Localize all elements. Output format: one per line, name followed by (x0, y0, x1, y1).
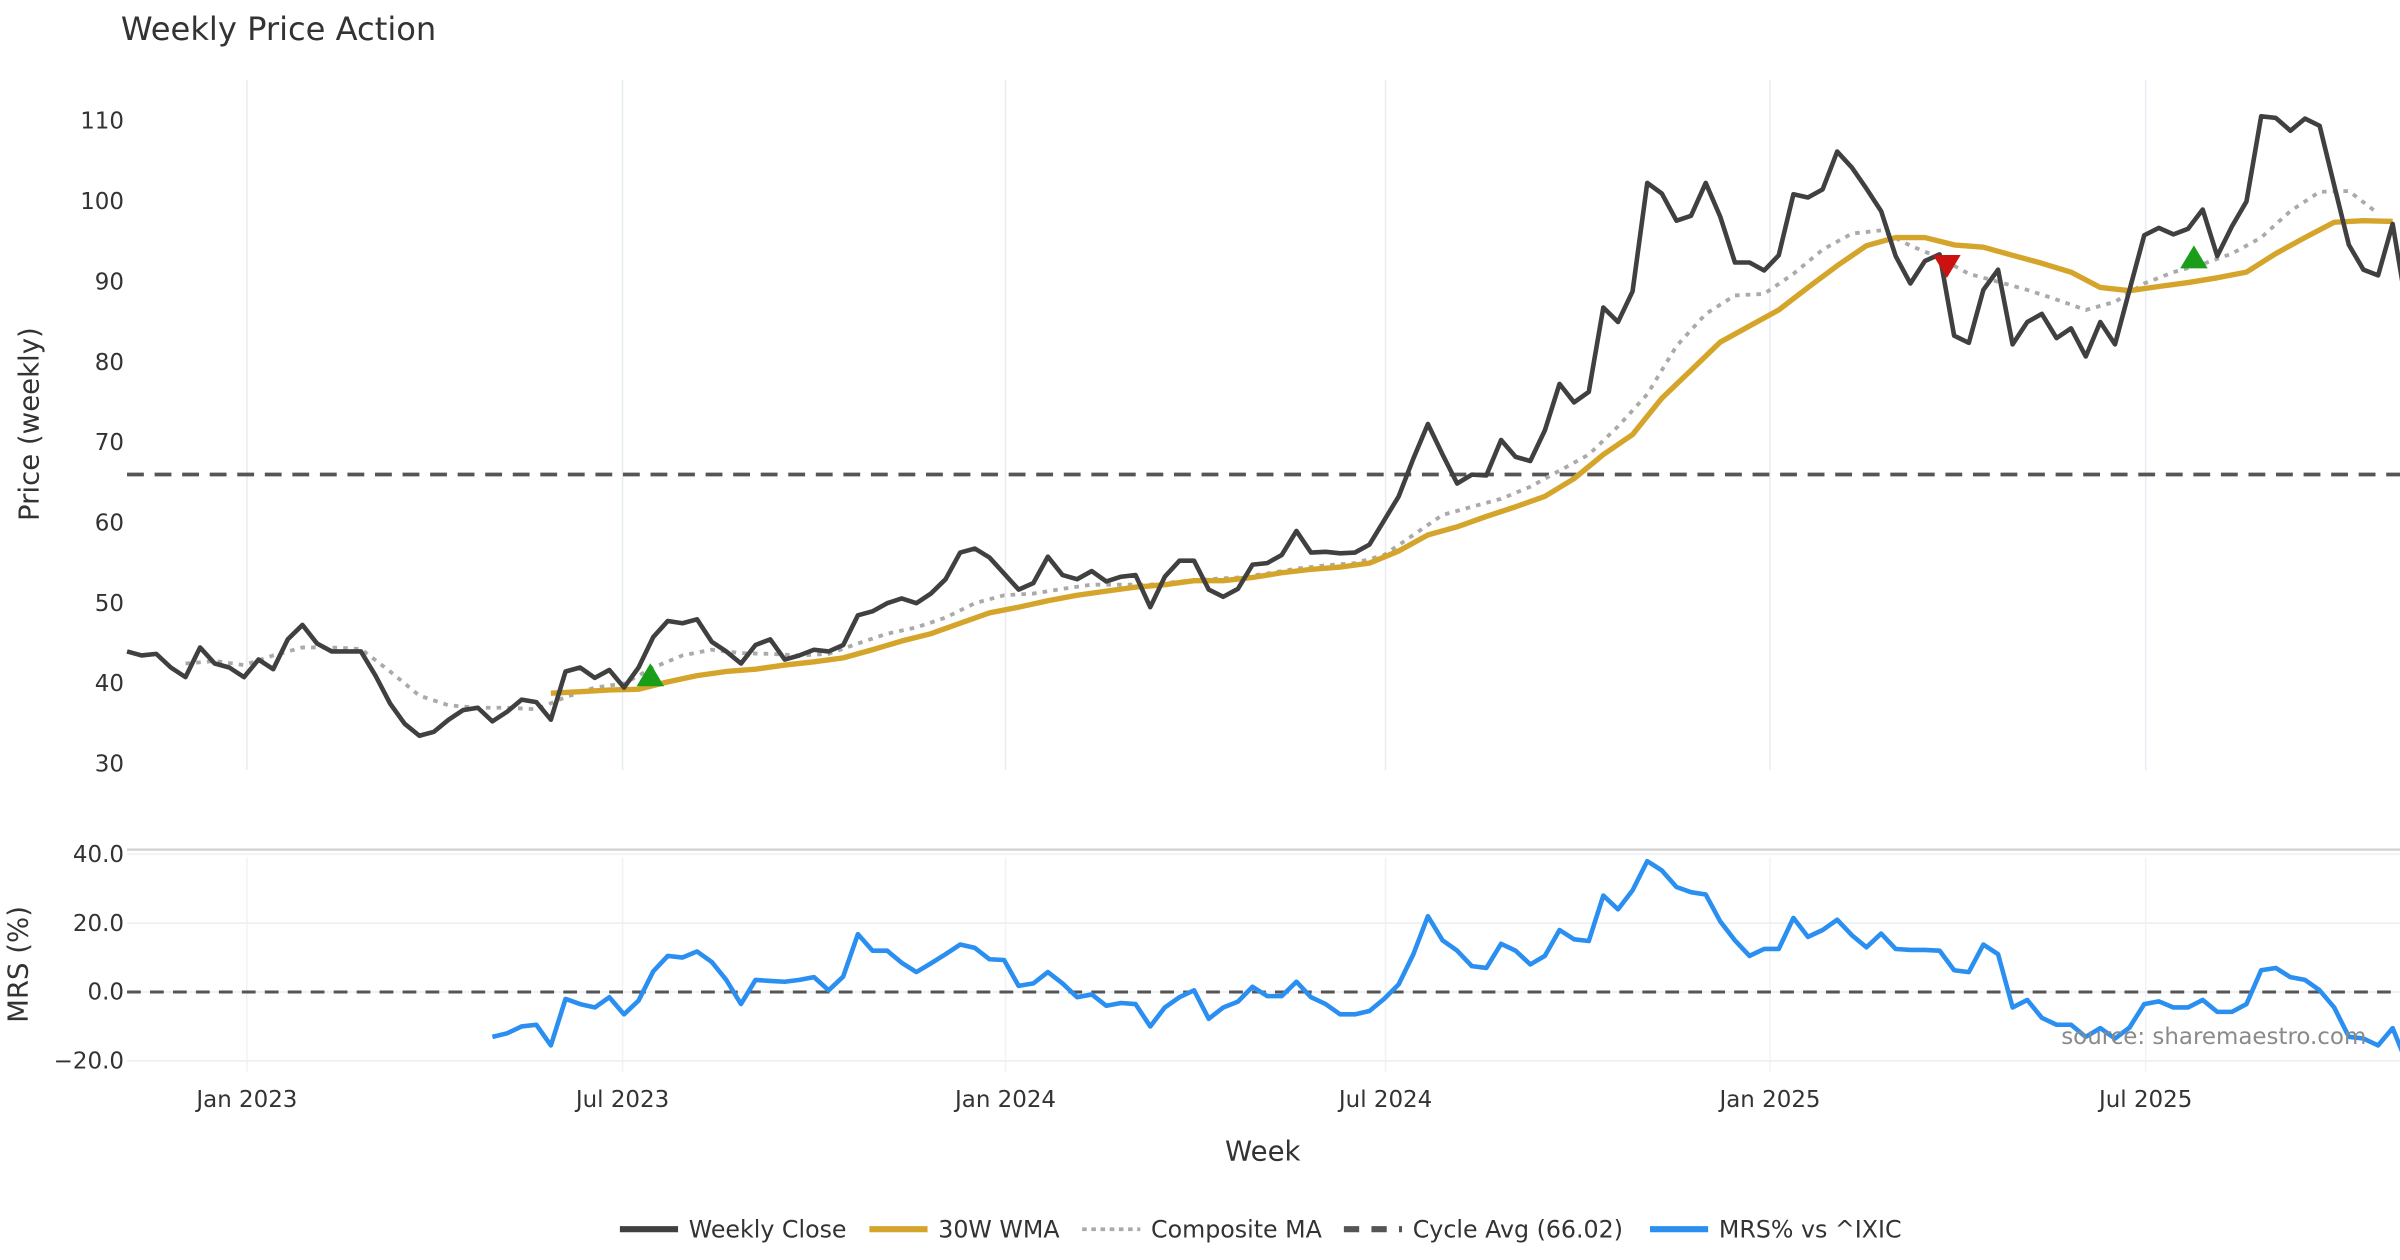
price-y-tick-label: 60 (95, 511, 124, 537)
mrs-y-tick-label: −20.0 (54, 1049, 124, 1075)
price-y-tick-label: 90 (95, 269, 124, 295)
buy-signal-marker (636, 663, 665, 687)
x-tick-label: Jan 2025 (1717, 1087, 1820, 1113)
price-y-tick-label: 80 (95, 350, 124, 376)
x-tick-label: Jul 2024 (1337, 1087, 1432, 1113)
sell-signal-marker (1933, 255, 1961, 278)
price-y-tick-label: 40 (95, 671, 124, 697)
composite-ma-line (185, 189, 2380, 712)
legend-label: Cycle Avg (66.02) (1413, 1216, 1623, 1244)
x-axis-label: Week (1225, 1135, 1301, 1167)
legend: Weekly Close 30W WMA Composite MA Cycle Avg… (619, 1216, 1902, 1244)
price-y-tick-label: 30 (95, 752, 124, 778)
mrs-y-tick-label: 20.0 (73, 911, 124, 937)
mrs-y-tick-label: 40.0 (73, 842, 124, 868)
x-tick-label: Jul 2023 (574, 1087, 669, 1113)
price-y-tick-label: 110 (80, 109, 124, 135)
price-y-tick-label: 50 (95, 591, 124, 617)
mrs-y-tick-label: 0.0 (87, 980, 123, 1006)
series-lines (126, 114, 2400, 1053)
mrs-y-axis-label: MRS (%) (3, 906, 35, 1023)
x-tick-label: Jan 2023 (194, 1087, 297, 1113)
x-tick-label: Jul 2025 (2097, 1087, 2192, 1113)
price-y-tick-label: 100 (80, 189, 124, 215)
legend-label: 30W WMA (938, 1216, 1060, 1244)
x-tick-label: Jan 2024 (953, 1087, 1056, 1113)
tick-labels: Jan 2023 Jul 2023 Jan 2024 Jul 2024 Jan 2025… (54, 109, 2193, 1113)
price-y-tick-label: 70 (95, 430, 124, 456)
mrs-line (491, 858, 2400, 1053)
weekly-close-line (126, 114, 2400, 739)
price-y-axis-label: Price (weekly) (13, 327, 45, 521)
gridlines (127, 79, 2400, 1072)
wma-30w-line (550, 218, 2393, 696)
source-annotation: source: sharemaestro.com (2061, 1024, 2366, 1050)
buy-signal-marker (2180, 245, 2208, 269)
chart-title: Weekly Price Action (121, 10, 436, 48)
legend-label: Composite MA (1151, 1216, 1323, 1244)
legend-label: Weekly Close (689, 1216, 847, 1244)
legend-label: MRS% vs ^IXIC (1719, 1216, 1902, 1244)
